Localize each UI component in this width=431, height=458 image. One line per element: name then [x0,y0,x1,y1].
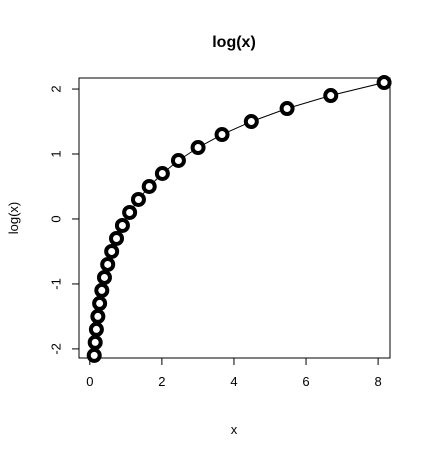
point-outline [282,104,292,114]
x-tick-label: 4 [230,374,237,389]
point-outline [246,117,256,127]
y-tick-label: -1 [48,278,63,290]
point-outline [379,78,389,88]
point-outline [90,337,100,347]
point-outline [107,246,117,256]
point-outline [99,272,109,282]
y-tick-label: -2 [48,343,63,355]
point-outline [125,207,135,217]
y-tick-label: 0 [48,215,63,222]
point-outline [89,350,99,360]
point-outline [112,233,122,243]
point-outline [93,311,103,321]
point-outline [95,298,105,308]
y-tick-label: 1 [48,150,63,157]
point-outline [217,130,227,140]
x-tick-label: 6 [302,374,309,389]
point-outline [157,168,167,178]
point-outline [117,220,127,230]
x-axis-label: x [231,422,238,437]
point-outline [326,91,336,101]
point-outline [144,181,154,191]
point-outline [173,156,183,166]
x-tick-label: 2 [158,374,165,389]
point-outline [103,259,113,269]
y-tick-label: 2 [48,85,63,92]
y-axis-label: log(x) [6,202,21,235]
x-tick-label: 8 [374,374,381,389]
chart-title: log(x) [212,34,256,51]
series-line [93,82,385,356]
x-tick-label: 0 [86,374,93,389]
point-outline [133,194,143,204]
point-outline [193,143,203,153]
point-outline [91,324,101,334]
point-outline [97,285,107,295]
